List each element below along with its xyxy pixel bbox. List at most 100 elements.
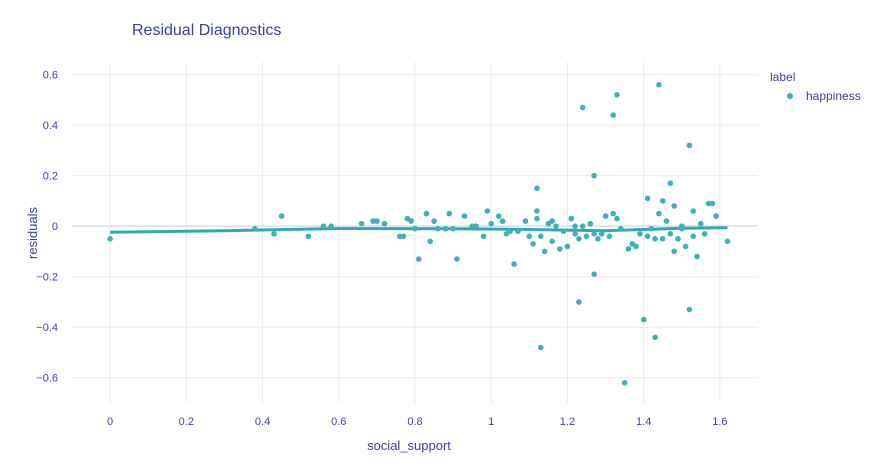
- data-point[interactable]: [713, 213, 719, 219]
- data-point[interactable]: [614, 215, 620, 222]
- data-point[interactable]: [526, 233, 533, 240]
- data-point[interactable]: [614, 92, 620, 98]
- data-point[interactable]: [572, 223, 578, 229]
- data-point[interactable]: [328, 223, 335, 229]
- data-point[interactable]: [618, 225, 624, 232]
- data-point[interactable]: [591, 271, 597, 278]
- data-point[interactable]: [682, 243, 689, 250]
- data-point[interactable]: [698, 220, 704, 227]
- data-point[interactable]: [671, 203, 677, 209]
- data-point[interactable]: [320, 223, 327, 229]
- data-point[interactable]: [358, 220, 365, 227]
- data-point[interactable]: [549, 238, 555, 245]
- data-point[interactable]: [587, 220, 594, 227]
- data-point[interactable]: [667, 180, 674, 186]
- data-point[interactable]: [534, 208, 540, 214]
- data-point[interactable]: [591, 231, 597, 237]
- data-point[interactable]: [675, 236, 681, 242]
- data-point[interactable]: [534, 185, 540, 192]
- data-point[interactable]: [709, 200, 716, 207]
- data-point[interactable]: [598, 231, 605, 237]
- data-point[interactable]: [442, 225, 449, 232]
- legend[interactable]: label happiness: [770, 70, 861, 103]
- data-point[interactable]: [461, 213, 468, 219]
- data-point[interactable]: [694, 253, 700, 260]
- data-point[interactable]: [572, 231, 578, 237]
- data-point[interactable]: [633, 243, 639, 250]
- data-point[interactable]: [686, 142, 693, 149]
- data-point[interactable]: [450, 225, 456, 232]
- data-point[interactable]: [541, 248, 548, 255]
- data-point[interactable]: [648, 225, 655, 232]
- data-point[interactable]: [579, 104, 586, 111]
- data-point[interactable]: [557, 246, 563, 252]
- data-point[interactable]: [484, 208, 491, 214]
- data-point[interactable]: [595, 236, 601, 242]
- data-point[interactable]: [534, 215, 540, 222]
- legend-marker-happiness[interactable]: [787, 93, 793, 99]
- data-point[interactable]: [538, 344, 544, 351]
- data-point[interactable]: [690, 208, 696, 214]
- data-point[interactable]: [724, 238, 731, 245]
- data-point[interactable]: [679, 223, 685, 229]
- data-point[interactable]: [454, 256, 460, 262]
- data-point[interactable]: [473, 223, 479, 229]
- data-point[interactable]: [381, 220, 388, 227]
- data-point[interactable]: [431, 218, 437, 224]
- legend-item-happiness[interactable]: happiness: [806, 89, 861, 103]
- data-point[interactable]: [610, 112, 616, 118]
- data-point[interactable]: [305, 233, 312, 240]
- data-point[interactable]: [511, 261, 517, 267]
- data-point[interactable]: [640, 316, 647, 323]
- data-point[interactable]: [610, 210, 616, 217]
- data-point[interactable]: [644, 195, 651, 202]
- data-point[interactable]: [644, 233, 651, 240]
- data-point[interactable]: [278, 213, 285, 219]
- data-point[interactable]: [625, 246, 632, 252]
- data-point[interactable]: [499, 218, 506, 224]
- data-point[interactable]: [374, 218, 380, 224]
- data-point[interactable]: [690, 233, 696, 240]
- data-point[interactable]: [423, 210, 430, 217]
- data-point[interactable]: [553, 223, 559, 229]
- data-point[interactable]: [606, 233, 613, 240]
- data-point[interactable]: [560, 228, 567, 234]
- data-point[interactable]: [576, 299, 582, 305]
- data-point[interactable]: [488, 220, 495, 227]
- data-point[interactable]: [515, 228, 521, 234]
- data-point[interactable]: [602, 213, 609, 219]
- data-point[interactable]: [408, 218, 415, 224]
- data-point[interactable]: [435, 225, 441, 232]
- data-point[interactable]: [549, 218, 555, 224]
- data-point[interactable]: [686, 306, 693, 313]
- data-point[interactable]: [637, 231, 643, 237]
- data-point[interactable]: [652, 334, 658, 341]
- data-point[interactable]: [412, 225, 418, 232]
- data-point[interactable]: [416, 256, 422, 262]
- data-point[interactable]: [656, 210, 662, 217]
- data-point[interactable]: [656, 81, 662, 88]
- data-point[interactable]: [271, 231, 277, 237]
- data-point[interactable]: [564, 243, 571, 250]
- data-point[interactable]: [659, 198, 666, 204]
- data-point[interactable]: [579, 223, 586, 229]
- data-point[interactable]: [496, 213, 502, 219]
- data-point[interactable]: [568, 215, 575, 222]
- data-point[interactable]: [507, 228, 514, 234]
- data-point[interactable]: [591, 172, 597, 179]
- data-point[interactable]: [583, 233, 590, 240]
- data-point[interactable]: [621, 380, 628, 386]
- data-point[interactable]: [701, 231, 708, 237]
- data-point[interactable]: [107, 236, 113, 242]
- data-point[interactable]: [538, 233, 544, 240]
- data-point[interactable]: [576, 236, 582, 242]
- data-point[interactable]: [446, 210, 453, 217]
- data-point[interactable]: [671, 248, 677, 255]
- data-point[interactable]: [400, 233, 407, 240]
- data-point[interactable]: [427, 238, 434, 245]
- data-point[interactable]: [480, 233, 487, 240]
- data-point[interactable]: [652, 236, 658, 242]
- data-point[interactable]: [252, 225, 258, 232]
- data-point[interactable]: [522, 218, 529, 224]
- data-point[interactable]: [659, 236, 666, 242]
